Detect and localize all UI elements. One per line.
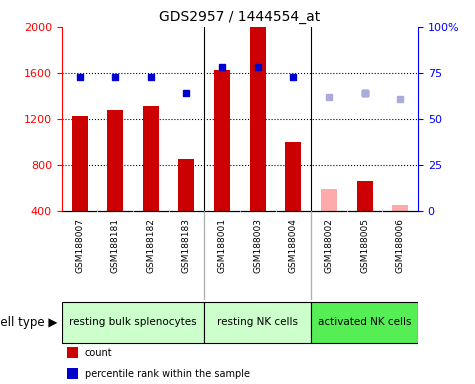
Bar: [321, 189, 337, 211]
Text: GSM188004: GSM188004: [289, 218, 298, 273]
Bar: [285, 142, 301, 211]
Bar: [204, 302, 311, 343]
Title: GDS2957 / 1444554_at: GDS2957 / 1444554_at: [159, 10, 321, 25]
Text: GSM188183: GSM188183: [182, 218, 191, 273]
Text: cell type ▶: cell type ▶: [0, 316, 57, 329]
Text: GSM188006: GSM188006: [396, 218, 405, 273]
Bar: [72, 116, 87, 211]
Text: GSM188007: GSM188007: [75, 218, 84, 273]
Bar: [143, 106, 159, 211]
Text: resting bulk splenocytes: resting bulk splenocytes: [69, 317, 197, 327]
Text: GSM188003: GSM188003: [253, 218, 262, 273]
Bar: [214, 70, 230, 211]
Text: GSM188181: GSM188181: [111, 218, 120, 273]
Bar: [62, 302, 204, 343]
Text: activated NK cells: activated NK cells: [318, 317, 411, 327]
Bar: [250, 27, 266, 211]
Bar: [357, 181, 372, 211]
Bar: [392, 205, 408, 211]
Text: GSM188001: GSM188001: [218, 218, 227, 273]
Bar: [107, 110, 123, 211]
Text: count: count: [85, 348, 112, 358]
Text: GSM188002: GSM188002: [324, 218, 333, 273]
Bar: [311, 302, 418, 343]
Text: percentile rank within the sample: percentile rank within the sample: [85, 369, 249, 379]
Text: GSM188182: GSM188182: [146, 218, 155, 273]
Text: GSM188005: GSM188005: [360, 218, 369, 273]
Text: resting NK cells: resting NK cells: [217, 317, 298, 327]
Bar: [179, 159, 194, 211]
